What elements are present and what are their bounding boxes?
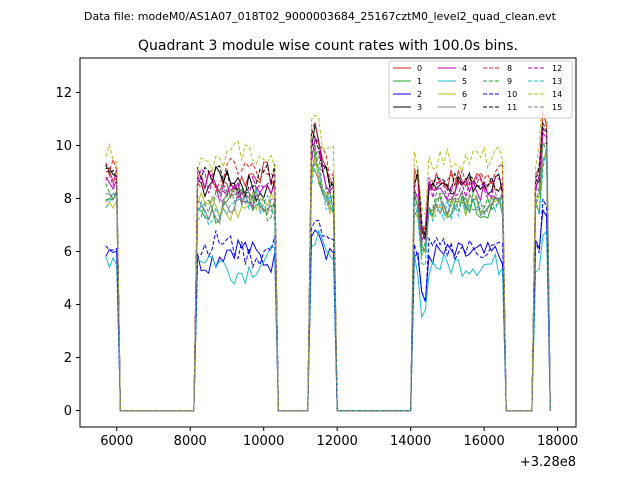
legend-label-15: 15 [552, 103, 562, 112]
series-line-11 [105, 121, 551, 412]
legend-label-12: 12 [552, 64, 562, 73]
legend-label-14: 14 [552, 90, 562, 99]
x-tick-label: 8000 [174, 434, 207, 449]
data-file-suptitle: Data file: modeM0/AS1A07_018T02_90000036… [84, 10, 557, 23]
legend-label-2: 2 [417, 90, 422, 99]
x-axis: 6000 8000 10000 12000 14000 16000 18000 [100, 427, 578, 449]
legend-label-8: 8 [507, 64, 512, 73]
legend-label-13: 13 [552, 77, 562, 86]
y-tick-label: 8 [64, 192, 72, 207]
series-line-0 [105, 111, 551, 412]
legend-label-6: 6 [462, 90, 467, 99]
series-line-5 [105, 229, 551, 412]
legend-label-9: 9 [507, 77, 512, 86]
axes-frame [79, 57, 577, 428]
series-line-15 [105, 140, 551, 412]
series-line-3 [105, 123, 551, 412]
x-tick-label: 12000 [317, 434, 358, 449]
legend-label-7: 7 [462, 103, 467, 112]
series-group [105, 84, 551, 412]
legend-label-5: 5 [462, 77, 467, 86]
y-tick-label: 12 [55, 86, 72, 101]
y-tick-label: 0 [64, 404, 72, 419]
series-line-14 [105, 84, 551, 412]
legend-label-10: 10 [507, 90, 517, 99]
x-tick-label: 10000 [243, 434, 284, 449]
x-tick-label: 14000 [390, 434, 431, 449]
legend-label-1: 1 [417, 77, 422, 86]
series-line-8 [105, 112, 551, 412]
legend-label-11: 11 [507, 103, 517, 112]
x-tick-label: 18000 [537, 434, 578, 449]
x-tick-label: 6000 [100, 434, 133, 449]
series-line-2 [105, 208, 551, 412]
x-offset-label: +3.28e8 [520, 455, 576, 470]
y-axis: 0 2 4 6 8 10 12 [55, 86, 80, 419]
legend-label-4: 4 [462, 64, 467, 73]
x-tick-label: 16000 [463, 434, 504, 449]
legend-label-3: 3 [417, 103, 422, 112]
y-tick-label: 6 [64, 245, 72, 260]
series-line-1 [105, 151, 551, 412]
series-line-7 [105, 157, 551, 412]
chart-title: Quadrant 3 module wise count rates with … [138, 38, 518, 54]
plot-area: 6000 8000 10000 12000 14000 16000 18000 0 2 4 6 8 1… [55, 57, 578, 470]
y-tick-label: 10 [55, 139, 72, 154]
legend-label-0: 0 [417, 64, 422, 73]
series-line-10 [105, 198, 551, 412]
legend-box [388, 60, 573, 119]
y-tick-label: 4 [64, 298, 72, 313]
y-tick-label: 2 [64, 351, 72, 366]
